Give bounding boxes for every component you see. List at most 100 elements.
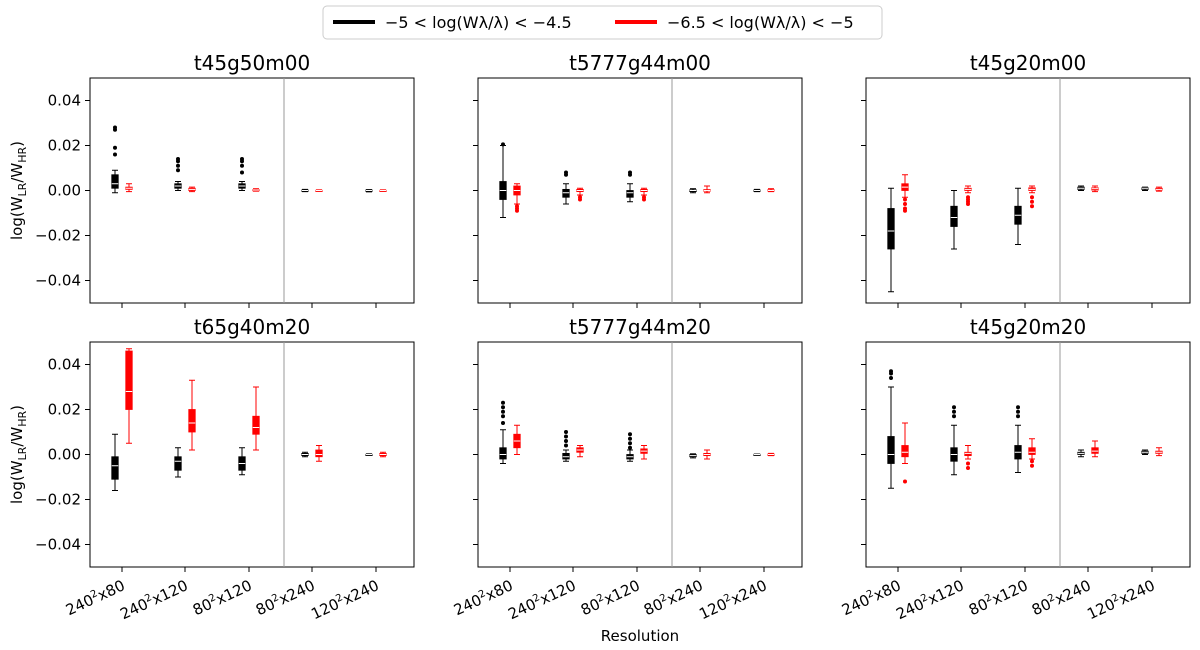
flier-point (515, 208, 519, 213)
ylab-end: ) (8, 141, 26, 147)
y-tick-label: 0.04 (48, 92, 81, 110)
flier-point (628, 436, 632, 441)
box-black-0 (111, 433, 119, 491)
flier-point (501, 421, 505, 425)
flier-point (952, 414, 956, 419)
x-tick-rest: x80 (95, 576, 128, 604)
x-tick-rest: x240 (340, 576, 382, 608)
x-tick-label: 802x120 (190, 576, 255, 619)
y-tick-label: −0.04 (35, 536, 81, 554)
x-tick-exp: 2 (919, 592, 929, 605)
x-tick-rest: x120 (925, 576, 967, 608)
flier-point (564, 439, 568, 443)
x-tick-rest: x120 (989, 576, 1031, 608)
x-tick-exp: 2 (983, 592, 993, 605)
box-red-0 (513, 183, 521, 213)
flier-point (176, 157, 180, 161)
x-tick-rest: x80 (871, 576, 904, 604)
box-black-2 (1014, 187, 1022, 245)
panel-t5777g44m00: t5777g44m00 (473, 51, 803, 308)
ylab-main: log(W (8, 196, 26, 240)
flier-point (501, 142, 505, 147)
box-black-1 (562, 170, 570, 205)
x-tick-label: 2402x120 (505, 576, 578, 623)
box-iqr (499, 447, 507, 460)
box-iqr (1091, 447, 1099, 454)
box-iqr (562, 452, 570, 460)
y-tick-label: 0.02 (48, 137, 81, 155)
x-tick-label: 1202x240 (308, 576, 381, 623)
box-black-0 (499, 142, 507, 218)
box-black-2 (1014, 405, 1022, 473)
y-tick-label: 0.02 (48, 401, 81, 419)
panel-t45g20m00: t45g20m00 (861, 51, 1191, 308)
box-iqr (887, 208, 895, 250)
box-black-3 (689, 188, 697, 194)
box-red-1 (576, 445, 584, 458)
flier-point (1016, 409, 1020, 414)
x-tick-rest: x240 (728, 576, 770, 608)
panel-title: t45g20m00 (970, 51, 1086, 75)
box-black-0 (887, 187, 895, 293)
flier-point (240, 170, 244, 175)
box-red-3 (703, 449, 711, 460)
flier-point (176, 168, 180, 173)
box-black-2 (238, 447, 246, 476)
x-tick-exp: 2 (1110, 592, 1120, 605)
box-black-4 (1141, 186, 1149, 191)
box-black-2 (626, 432, 634, 462)
legend-label-1: −6.5 < log(Wλ/λ) < −5 (667, 13, 854, 32)
legend-frame (322, 5, 883, 40)
x-tick-label: 2402x120 (893, 576, 966, 623)
box-black-1 (174, 157, 182, 191)
x-tick-rest: x120 (537, 576, 579, 608)
ylab-sub1: LR (16, 182, 29, 196)
x-tick-exp: 2 (207, 592, 217, 605)
ylab-end: ) (8, 405, 26, 411)
box-black-0 (887, 369, 895, 489)
x-tick-label: 802x240 (253, 576, 318, 619)
flier-point (966, 461, 970, 466)
box-iqr (188, 409, 196, 433)
x-tick-rest: x240 (276, 576, 318, 608)
x-tick-label: 2402x120 (117, 576, 190, 623)
panel-title: t65g40m20 (194, 315, 310, 339)
panel-title: t45g20m20 (970, 315, 1086, 339)
panel-t65g40m20: t65g40m20 −0.04 −0.02 0.00 0.02 0.04 2402x8024… (35, 315, 415, 623)
box-black-3 (689, 453, 697, 459)
x-tick-label: 1202x240 (1084, 576, 1157, 623)
x-tick-rest: x240 (1052, 576, 1094, 608)
box-red-3 (1091, 440, 1099, 458)
panel-title: t5777g44m20 (569, 315, 711, 339)
box-black-4 (365, 453, 373, 456)
flier-point (966, 466, 970, 470)
flier-point (966, 202, 970, 206)
box-red-3 (315, 445, 323, 462)
box-red-4 (379, 189, 387, 192)
flier-point (113, 125, 117, 130)
flier-point (1030, 463, 1034, 468)
x-tick-exp: 2 (722, 592, 732, 605)
box-red-2 (252, 386, 260, 451)
x-tick-label: 1202x240 (696, 576, 769, 623)
flier-point (240, 157, 244, 161)
flier-point (903, 479, 907, 484)
box-black-1 (174, 447, 182, 478)
box-black-3 (301, 188, 309, 193)
x-tick-rest: x240 (664, 576, 706, 608)
flier-point (628, 432, 632, 437)
x-tick-label: 802x120 (578, 576, 643, 619)
flier-point (564, 443, 568, 448)
y-axis-label-1: log(WLR/WHR) (8, 405, 29, 504)
y-tick-label: 0.00 (48, 182, 81, 200)
flier-point (1030, 195, 1034, 200)
x-tick-exp: 2 (865, 588, 875, 601)
box-red-0 (901, 174, 909, 213)
box-red-1 (188, 186, 196, 193)
box-black-1 (950, 190, 958, 250)
box-black-1 (950, 405, 958, 476)
box-black-3 (1077, 185, 1085, 191)
panel-title: t5777g44m00 (569, 51, 711, 75)
